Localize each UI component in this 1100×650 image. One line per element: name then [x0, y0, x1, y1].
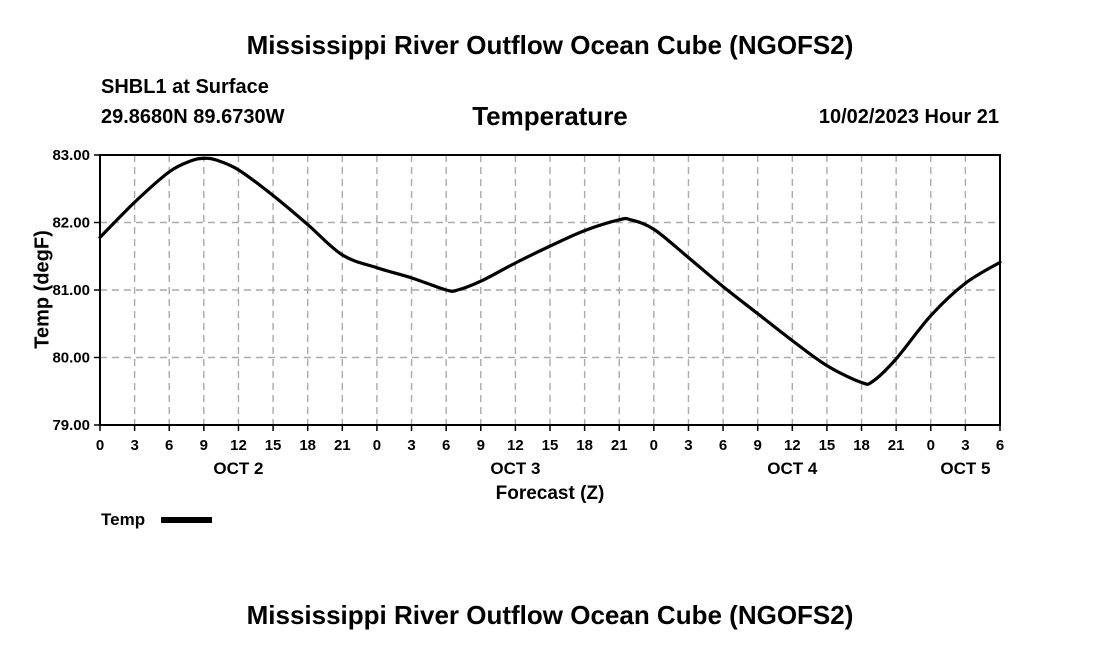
legend-label: Temp: [101, 510, 146, 529]
x-tick-label: 21: [334, 437, 351, 454]
y-axis-label: Temp (degF): [31, 230, 54, 349]
x-tick-label: 15: [819, 437, 836, 454]
x-tick-label: 0: [96, 437, 104, 454]
x-tick-label: 9: [477, 437, 485, 454]
x-tick-label: 15: [265, 437, 282, 454]
x-tick-label: 0: [650, 437, 658, 454]
legend-line-swatch: [161, 517, 212, 523]
x-tick-label: 15: [542, 437, 559, 454]
day-label: OCT 4: [767, 459, 818, 478]
x-tick-label: 21: [888, 437, 905, 454]
x-tick-label: 18: [576, 437, 593, 454]
x-axis-label: Forecast (Z): [495, 483, 605, 504]
y-tick-label: 79.00: [52, 417, 90, 434]
y-tick-label: 82.00: [52, 215, 90, 232]
x-tick-label: 0: [373, 437, 381, 454]
chart-title: Mississippi River Outflow Ocean Cube (NG…: [246, 30, 854, 60]
x-tick-label: 6: [719, 437, 727, 454]
footer-title: Mississippi River Outflow Ocean Cube (NG…: [246, 600, 854, 630]
x-tick-label: 6: [996, 437, 1004, 454]
x-tick-label: 3: [961, 437, 969, 454]
x-tick-label: 18: [853, 437, 870, 454]
coordinates-label: 29.8680N 89.6730W: [101, 106, 285, 128]
x-tick-label: 6: [165, 437, 173, 454]
x-tick-label: 6: [442, 437, 450, 454]
datetime-label: 10/02/2023 Hour 21: [818, 106, 999, 128]
x-tick-label: 3: [407, 437, 415, 454]
x-tick-label: 21: [611, 437, 628, 454]
x-tick-label: 3: [684, 437, 692, 454]
x-tick-label: 18: [299, 437, 316, 454]
day-label: OCT 5: [940, 459, 990, 478]
x-tick-label: 12: [784, 437, 801, 454]
x-tick-label: 9: [754, 437, 762, 454]
y-tick-label: 80.00: [52, 350, 90, 367]
parameter-title: Temperature: [472, 101, 628, 131]
axis-ticks: 79.00 80.00 81.00 82.00 83.00 0 3 6 9 12 15 18 21 0 3 6…: [52, 147, 1004, 478]
day-label: OCT 2: [213, 459, 263, 478]
y-tick-label: 81.00: [52, 282, 90, 299]
y-tick-label: 83.00: [52, 147, 90, 164]
series-line-temp: [98, 156, 1002, 386]
x-tick-label: 9: [200, 437, 208, 454]
day-label: OCT 3: [490, 459, 540, 478]
x-tick-label: 12: [507, 437, 524, 454]
x-tick-label: 12: [230, 437, 247, 454]
x-tick-label: 0: [927, 437, 935, 454]
grid: [100, 154, 1000, 425]
station-label: SHBL1 at Surface: [101, 76, 269, 98]
series-layer: [98, 156, 1002, 386]
x-tick-label: 3: [130, 437, 138, 454]
